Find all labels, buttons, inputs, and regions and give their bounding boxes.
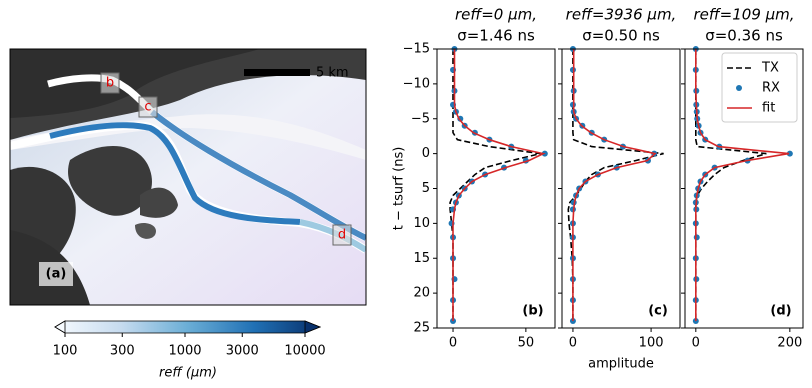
rx-point — [569, 318, 576, 325]
panel-subtitle: σ=1.46 ns — [457, 27, 535, 45]
panel-title: reff=0 μm, — [455, 6, 537, 24]
x-tick-label: 200 — [777, 336, 802, 351]
panel-label: (b) — [522, 304, 543, 319]
x-axis-label: amplitude — [588, 357, 654, 372]
rx-point — [786, 150, 793, 157]
label-box — [100, 72, 120, 94]
axes-frame — [561, 48, 681, 329]
rx-point — [692, 318, 699, 325]
point-label: b — [106, 76, 114, 91]
colorbar-tick-label: 10000 — [284, 344, 325, 359]
x-tick-label: 50 — [518, 336, 535, 351]
y-tick-label: 0 — [422, 146, 430, 161]
scalebar-label: 5 km — [316, 66, 349, 81]
colorbar-tick-label: 100 — [53, 344, 78, 359]
colorbar-extend — [304, 320, 322, 334]
x-tick-label: 0 — [692, 336, 700, 351]
x-tick-label: 0 — [449, 336, 457, 351]
map-frame — [9, 48, 367, 306]
y-tick-label: −5 — [411, 111, 430, 126]
label-box — [332, 224, 352, 246]
panel-subtitle: σ=0.36 ns — [705, 27, 783, 45]
colorbar-label: reff (μm) — [159, 366, 217, 381]
y-tick-label: −15 — [403, 42, 430, 57]
x-tick-label: 0 — [569, 336, 577, 351]
colorbar-tick-label: 1000 — [168, 344, 201, 359]
fit-line — [572, 49, 657, 321]
panel-title: reff=109 μm, — [693, 6, 794, 24]
y-tick-label: 15 — [413, 251, 430, 266]
rx-point — [693, 234, 700, 241]
legend-box — [721, 52, 798, 123]
legend-label: TX — [761, 61, 779, 76]
colorbar-tick-label: 3000 — [226, 344, 259, 359]
fit-line — [695, 49, 790, 321]
point-label: d — [338, 228, 346, 243]
y-tick-label: −10 — [403, 76, 430, 91]
legend-label: fit — [762, 101, 775, 116]
colorbar-extend — [54, 320, 66, 334]
colorbar — [54, 320, 322, 334]
legend-marker — [736, 85, 742, 91]
y-tick-label: 5 — [422, 181, 430, 196]
axes-frame — [436, 48, 556, 329]
y-axis-label: t − tsurf (ns) — [392, 147, 407, 231]
label-box — [138, 96, 158, 118]
panel-subtitle: σ=0.50 ns — [582, 27, 660, 45]
panel-title: reff=3936 μm, — [566, 6, 677, 24]
rx-point — [450, 318, 457, 325]
fit-line — [452, 49, 546, 321]
x-tick-label: 100 — [639, 336, 664, 351]
label-box — [39, 262, 73, 286]
axes-frame — [684, 48, 804, 329]
panel-label: (a) — [46, 267, 67, 282]
y-tick-label: 25 — [413, 321, 430, 336]
panel-label: (d) — [770, 304, 791, 319]
y-tick-label: 10 — [413, 216, 430, 231]
panel-label: (c) — [648, 304, 668, 319]
y-tick-label: 20 — [413, 286, 430, 301]
legend-label: RX — [762, 81, 780, 96]
colorbar-tick-label: 300 — [110, 344, 135, 359]
tx-line — [449, 49, 541, 321]
point-label: c — [144, 100, 151, 115]
